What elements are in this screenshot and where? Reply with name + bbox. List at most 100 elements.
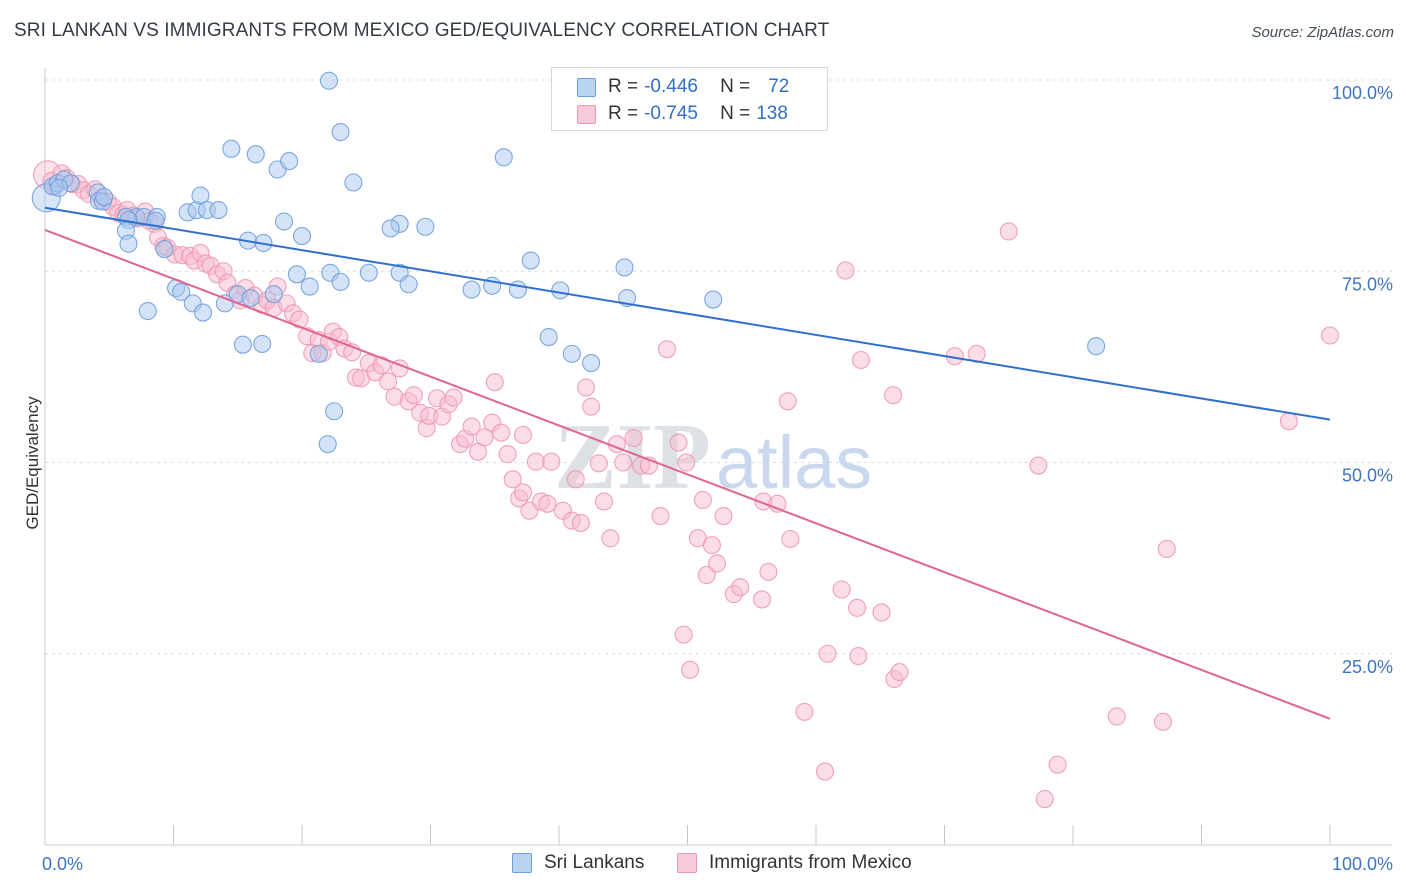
sri-lankan-point xyxy=(253,334,272,353)
series-legend: Sri Lankans Immigrants from Mexico xyxy=(0,852,1406,876)
mexico-point xyxy=(379,372,398,391)
mexico-point xyxy=(714,506,733,526)
mexico-point xyxy=(526,452,545,471)
mexico-point xyxy=(485,373,504,392)
mexico-point xyxy=(752,590,772,609)
mexico-point xyxy=(669,433,688,452)
sri-lankan-point xyxy=(274,212,294,231)
sri-lankan-point xyxy=(462,280,481,299)
sri-lankan-point xyxy=(318,435,337,454)
mexico-point xyxy=(1320,326,1340,345)
y-tick-label: 50.0% xyxy=(1342,466,1393,486)
mexico-point xyxy=(1048,755,1067,774)
sri-lankan-point xyxy=(399,275,418,294)
sri-lankan-trendline xyxy=(44,206,1331,421)
mexico-point xyxy=(781,529,800,549)
sri-lankan-point xyxy=(319,71,339,90)
mexico-point xyxy=(674,625,693,644)
mexico-point xyxy=(372,356,391,375)
mexico-point xyxy=(890,663,909,682)
mexico-point xyxy=(1157,539,1176,558)
correlation-legend: R = -0.446 N = 72 R = -0.745 N = 138 xyxy=(551,67,828,131)
mexico-point xyxy=(404,386,423,405)
mexico-point xyxy=(697,565,716,585)
mexico-point xyxy=(836,261,855,280)
mexico-point xyxy=(884,386,903,405)
x-tick-label: 100.0% xyxy=(1332,854,1393,874)
mexico-point xyxy=(614,453,633,472)
sri-lankan-point xyxy=(344,173,363,192)
mexico-point xyxy=(290,310,309,329)
mexico-point xyxy=(582,397,601,416)
mexico-point xyxy=(702,536,721,555)
trend-lines xyxy=(44,206,1331,720)
sri-lankan-point xyxy=(287,265,306,284)
sri-lankan-point xyxy=(241,288,260,308)
mexico-point xyxy=(999,222,1018,241)
sri-lankan-point xyxy=(119,234,138,253)
mexico-point xyxy=(513,425,533,445)
sri-lankan-point xyxy=(539,327,558,347)
sri-lankan-point xyxy=(416,217,435,236)
mexico-point xyxy=(708,554,727,573)
mexico-point xyxy=(872,603,891,622)
sri-lankan-point xyxy=(508,280,527,299)
mexico-point xyxy=(848,598,867,617)
mexico-point xyxy=(498,445,517,464)
mexico-point xyxy=(759,562,778,581)
x-tick-label: 0.0% xyxy=(42,854,83,874)
mexico-point xyxy=(795,702,814,721)
sri-lankan-point xyxy=(615,258,634,277)
sri-lankan-point xyxy=(309,344,328,363)
mexico-point xyxy=(1107,707,1126,726)
y-axis-label: GED/Equivalency xyxy=(23,396,42,530)
sri-lankan-point xyxy=(95,187,114,207)
mexico-point xyxy=(571,513,590,532)
legend-n-label: N = xyxy=(720,103,751,124)
mexico-point xyxy=(1029,456,1048,475)
mexico-point xyxy=(731,578,750,597)
mexico-point xyxy=(1035,790,1054,809)
mexico-point xyxy=(589,454,608,473)
y-tick-label: 75.0% xyxy=(1342,274,1393,294)
sri-lankan-point xyxy=(222,139,241,158)
sri-lankan-point xyxy=(494,148,513,167)
series-legend-mexico[interactable]: Immigrants from Mexico xyxy=(677,852,912,874)
mexico-point xyxy=(444,388,463,407)
mexico-point xyxy=(538,494,557,513)
mexico-point xyxy=(503,470,522,489)
y-tick-label: 100.0% xyxy=(1332,83,1393,103)
legend-row-mexico: R = -0.745 N = 138 xyxy=(577,101,788,127)
sri-lankan-point xyxy=(325,402,344,421)
mexico-point xyxy=(815,762,835,781)
grid-layer xyxy=(45,79,1392,655)
mexico-point xyxy=(513,483,533,502)
series-name-sri-lankans: Sri Lankans xyxy=(544,852,645,873)
mexico-point xyxy=(624,428,643,448)
sri-lankan-point xyxy=(280,152,299,171)
mexico-point xyxy=(1279,412,1298,431)
mexico-point xyxy=(475,428,494,447)
sri-lankan-point xyxy=(562,344,581,363)
series-legend-sri-lankans[interactable]: Sri Lankans xyxy=(512,852,644,874)
mexico-point xyxy=(651,506,670,526)
mexico-point xyxy=(542,452,561,471)
sri-lankan-point xyxy=(292,227,312,246)
sri-lankan-point xyxy=(381,219,400,238)
mexico-trendline xyxy=(44,229,1331,720)
mexico-point xyxy=(677,453,696,472)
mexico-point xyxy=(601,529,620,548)
sri-lankan-point xyxy=(331,272,350,292)
legend-swatch-sri-lankans xyxy=(577,77,596,97)
sri-lankan-point xyxy=(138,301,157,321)
mexico-point xyxy=(851,350,871,370)
legend-n-label: N = xyxy=(720,76,751,97)
sri-lankan-point xyxy=(331,122,350,142)
mexico-point xyxy=(462,417,481,436)
sri-lankan-point xyxy=(521,251,540,270)
mexico-point xyxy=(832,580,851,599)
chart-title: SRI LANKAN VS IMMIGRANTS FROM MEXICO GED… xyxy=(14,20,830,41)
legend-r-label: R = xyxy=(608,76,639,97)
sri-lankan-point xyxy=(246,145,265,164)
series-swatch-sri-lankans xyxy=(512,853,532,873)
